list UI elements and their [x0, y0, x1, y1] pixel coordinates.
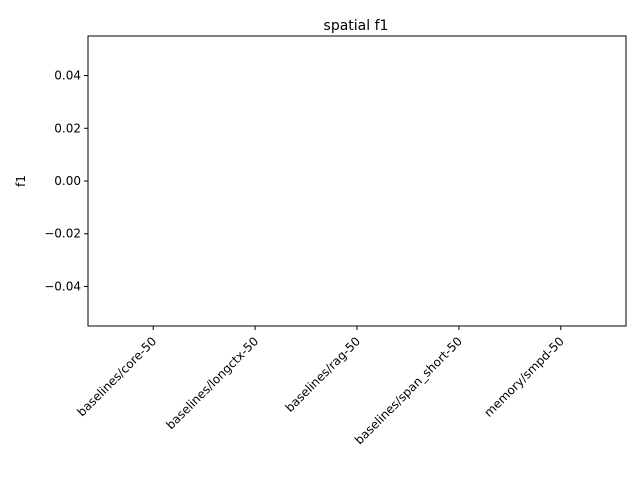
x-tick-label: memory/smpd-50	[481, 334, 567, 420]
y-tick-label: 0.02	[54, 121, 81, 135]
x-axis: baselines/core-50 baselines/longctx-50 bas…	[74, 326, 567, 447]
y-axis: −0.04 −0.02 0.00 0.02 0.04	[44, 69, 88, 293]
y-tick-label: −0.04	[44, 279, 81, 293]
y-tick-label: −0.02	[44, 227, 81, 241]
y-axis-label: f1	[14, 175, 28, 187]
chart-title: spatial f1	[324, 18, 389, 34]
y-tick-label: 0.04	[54, 69, 81, 83]
y-tick-label: 0.00	[54, 174, 81, 188]
x-tick-label: baselines/longctx-50	[163, 334, 261, 432]
x-tick-label: baselines/rag-50	[282, 334, 363, 415]
x-tick-label: baselines/core-50	[74, 334, 159, 419]
x-tick-label: baselines/span_short-50	[352, 334, 465, 447]
plot-frame	[87, 35, 627, 327]
